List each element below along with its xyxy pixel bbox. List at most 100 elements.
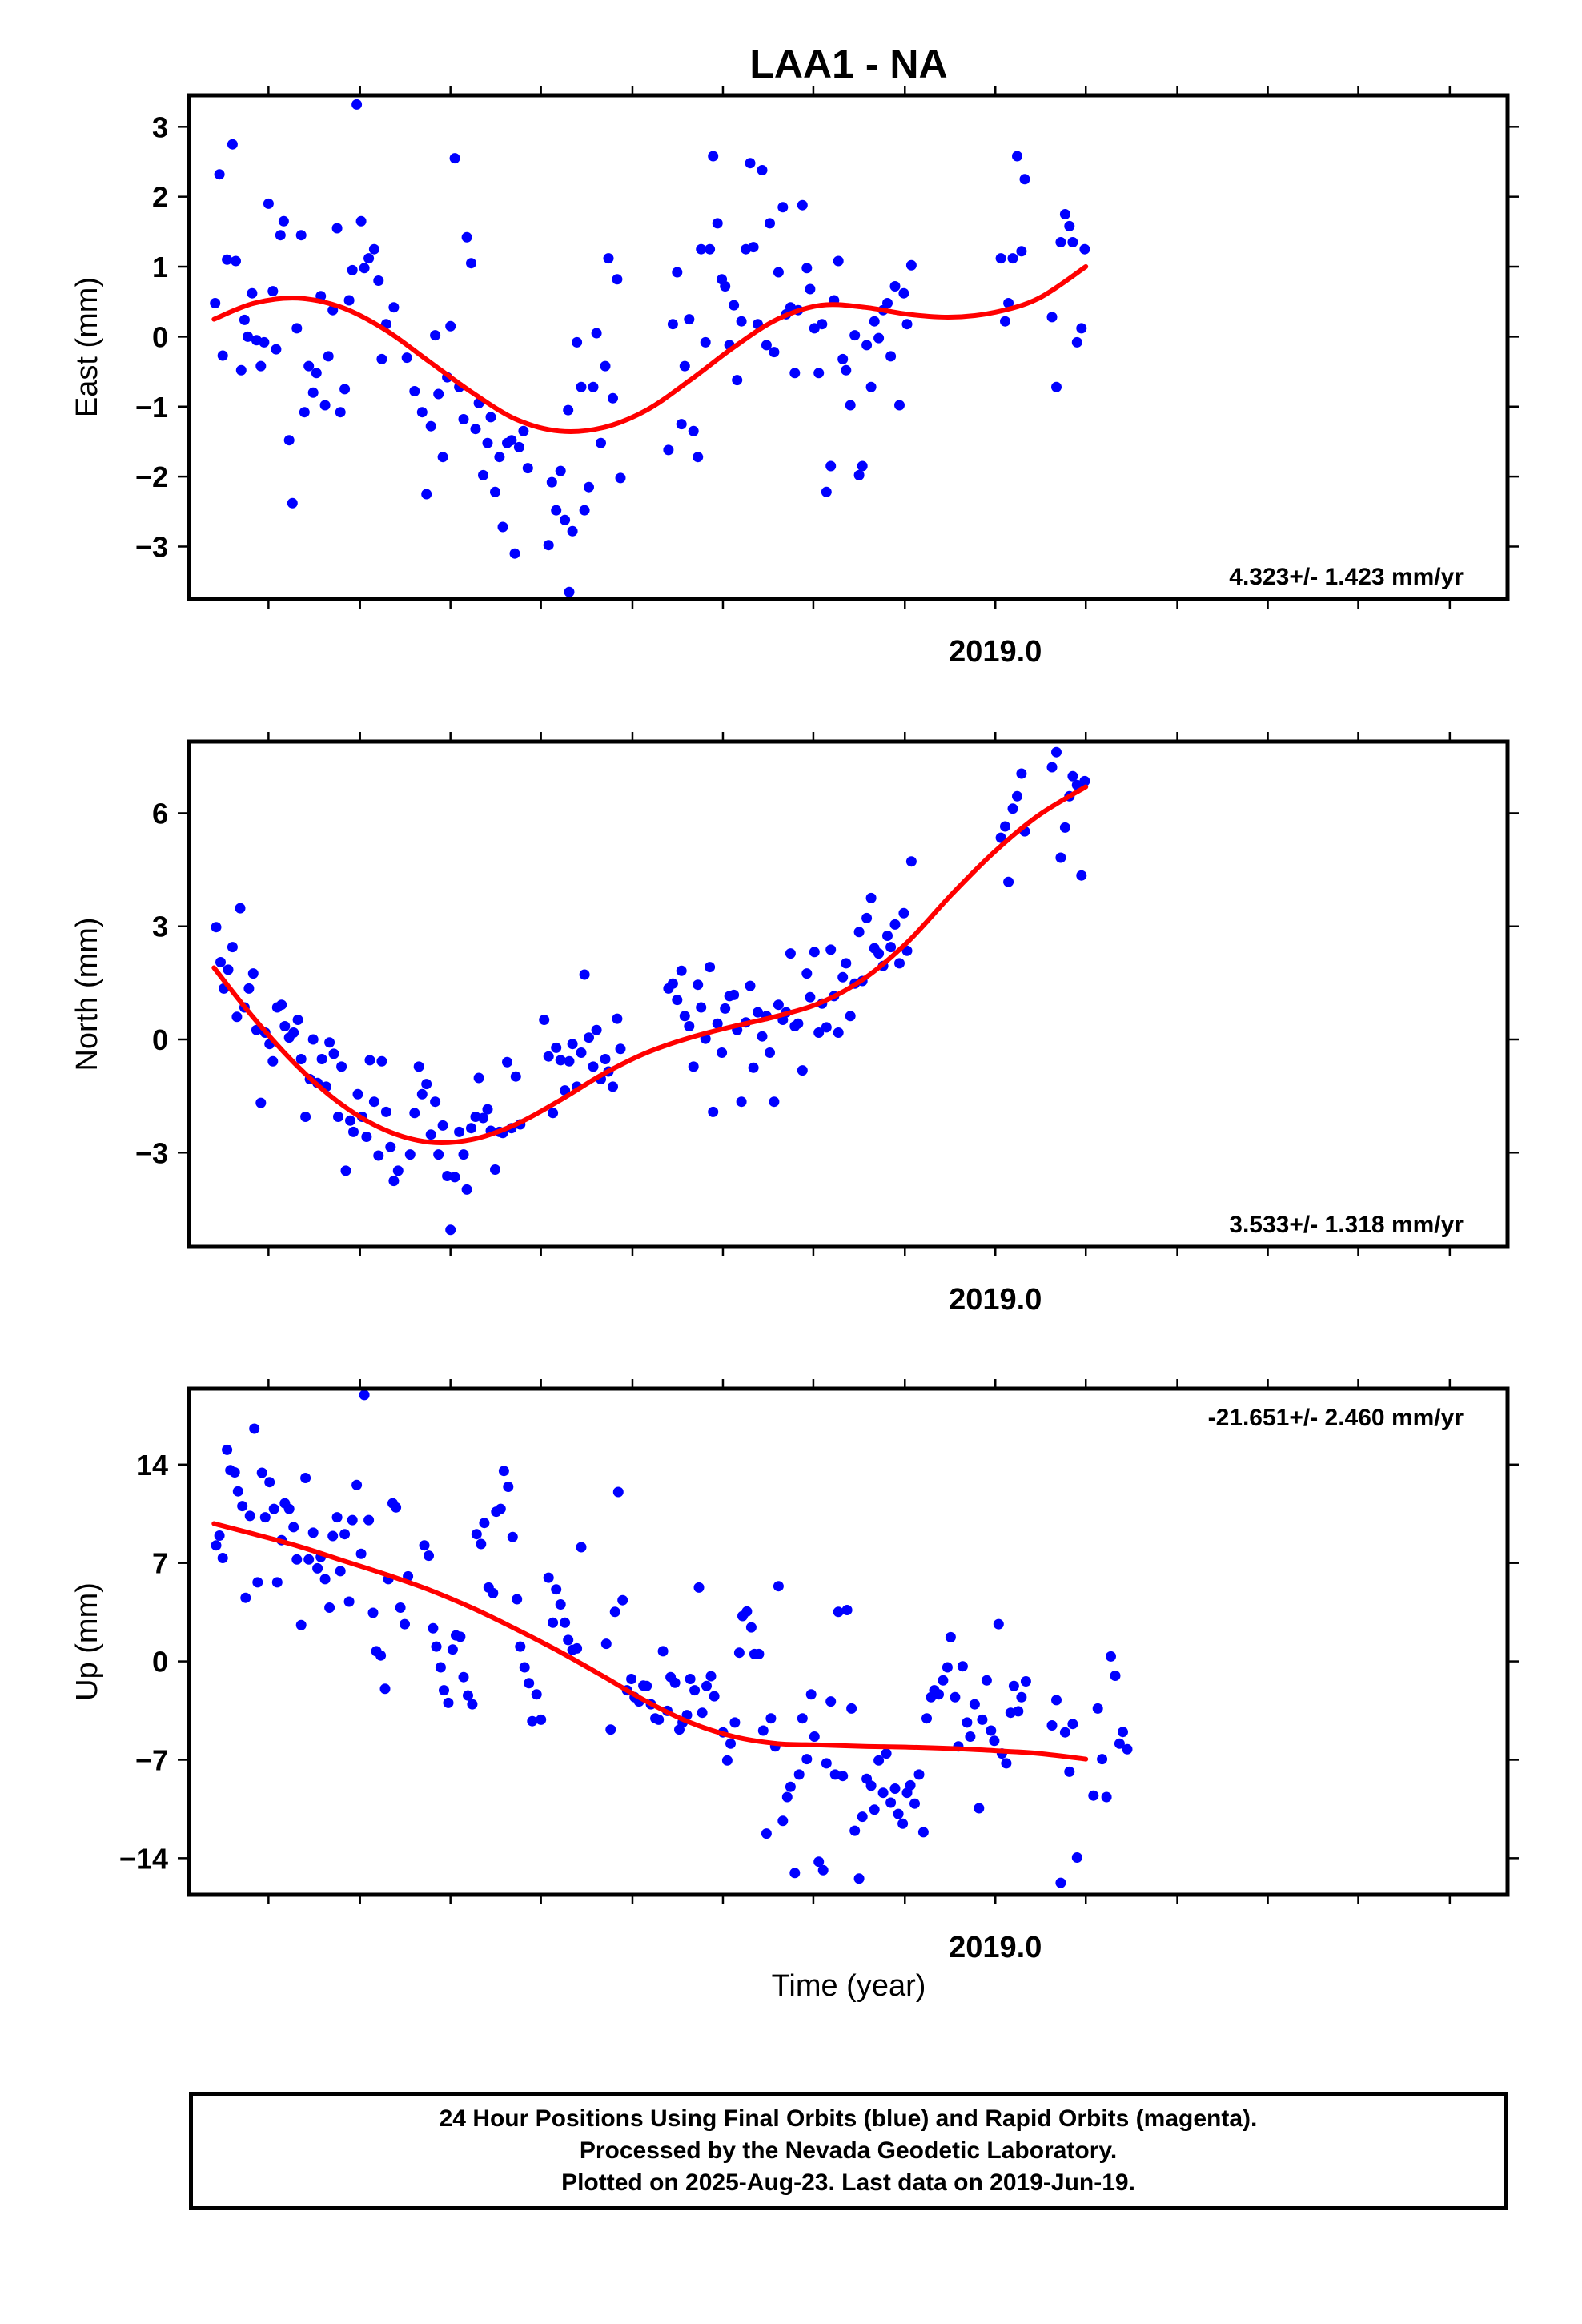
data-point xyxy=(239,314,250,325)
info-box: 24 Hour Positions Using Final Orbits (bl… xyxy=(189,2092,1508,2210)
y-tick-label: 2 xyxy=(152,181,168,214)
data-point xyxy=(608,392,618,404)
data-point xyxy=(720,281,731,292)
data-point xyxy=(885,1797,897,1808)
data-point xyxy=(1092,1703,1103,1714)
data-point xyxy=(385,1141,396,1152)
data-point xyxy=(837,1771,849,1782)
data-point xyxy=(291,323,303,334)
data-point xyxy=(222,254,233,265)
data-point xyxy=(223,964,234,975)
data-point xyxy=(745,980,756,991)
data-point xyxy=(861,912,873,923)
data-point xyxy=(425,420,436,432)
data-point xyxy=(433,388,444,400)
data-point xyxy=(615,1043,626,1055)
data-point xyxy=(781,1791,793,1803)
data-point xyxy=(259,1512,271,1523)
data-point xyxy=(576,1047,587,1058)
data-point xyxy=(736,316,747,327)
data-point xyxy=(889,1783,901,1794)
data-point xyxy=(605,1724,616,1735)
data-point xyxy=(729,1717,741,1728)
data-point xyxy=(869,1804,880,1815)
data-point xyxy=(689,1685,701,1696)
data-point xyxy=(283,1503,295,1514)
data-point xyxy=(518,425,529,436)
data-point xyxy=(512,1594,523,1605)
data-point xyxy=(543,1051,554,1062)
data-point xyxy=(608,1081,618,1092)
data-point xyxy=(708,1106,719,1117)
data-point xyxy=(495,1503,506,1514)
data-point xyxy=(388,302,400,313)
y-tick-label: 0 xyxy=(152,1646,168,1679)
data-point xyxy=(425,1129,436,1140)
data-point xyxy=(1046,1720,1058,1731)
data-point xyxy=(825,460,837,472)
data-point xyxy=(773,267,784,278)
data-point xyxy=(1067,237,1078,247)
data-point xyxy=(271,1577,283,1588)
y-tick-label: 14 xyxy=(136,1449,168,1482)
data-point xyxy=(416,1088,428,1100)
data-point xyxy=(478,469,488,480)
data-point xyxy=(572,1642,583,1654)
data-point xyxy=(463,1690,473,1701)
data-point xyxy=(1059,209,1070,219)
panel-2: 6 3 0 −3 North (mm) 2019.0 3.533+/- 1.318 mm/y… xyxy=(70,732,1519,1317)
data-point xyxy=(490,486,500,497)
data-point xyxy=(268,1503,279,1514)
data-point xyxy=(324,1602,335,1613)
data-point xyxy=(889,281,901,292)
data-point xyxy=(555,1599,566,1610)
data-point xyxy=(275,230,286,241)
data-point xyxy=(485,412,496,423)
data-point xyxy=(977,1714,988,1725)
x-tick-label: 2019.0 xyxy=(949,635,1042,669)
data-point xyxy=(546,476,557,488)
data-point xyxy=(1020,1676,1031,1687)
data-point xyxy=(1055,852,1066,863)
data-point xyxy=(409,1108,420,1119)
data-point xyxy=(757,1031,768,1042)
data-point xyxy=(567,1039,578,1050)
data-point xyxy=(865,1780,877,1791)
data-point xyxy=(447,1644,458,1655)
data-point xyxy=(435,1662,446,1673)
data-point xyxy=(672,267,683,278)
plot-frame xyxy=(187,1386,1510,1897)
data-point xyxy=(1007,253,1018,264)
data-point xyxy=(789,368,801,379)
data-point xyxy=(893,1808,904,1819)
data-point xyxy=(857,1811,868,1823)
data-point xyxy=(1046,312,1058,323)
data-point xyxy=(989,1735,1000,1747)
data-point xyxy=(696,243,707,255)
data-point xyxy=(375,1650,387,1661)
data-point xyxy=(368,1096,379,1108)
data-point xyxy=(1055,1877,1066,1888)
data-point xyxy=(539,1015,550,1025)
data-point xyxy=(548,1617,559,1628)
data-point xyxy=(1003,876,1014,887)
data-point xyxy=(615,472,626,484)
data-point xyxy=(881,1748,892,1759)
data-point xyxy=(705,243,716,255)
data-point xyxy=(513,441,524,452)
data-point xyxy=(841,1605,853,1615)
data-point xyxy=(560,1617,571,1628)
data-point xyxy=(709,1691,720,1702)
data-point xyxy=(757,1725,769,1736)
data-point xyxy=(969,1699,980,1710)
data-point xyxy=(564,586,575,597)
y-tick-label: 6 xyxy=(152,797,168,830)
data-point xyxy=(805,283,816,295)
data-point xyxy=(801,1754,813,1765)
data-point xyxy=(717,1047,728,1058)
data-point xyxy=(243,331,253,342)
data-point xyxy=(950,1691,961,1703)
data-point xyxy=(591,328,602,339)
data-point xyxy=(466,258,476,269)
y-tick-label: 1 xyxy=(152,251,168,283)
